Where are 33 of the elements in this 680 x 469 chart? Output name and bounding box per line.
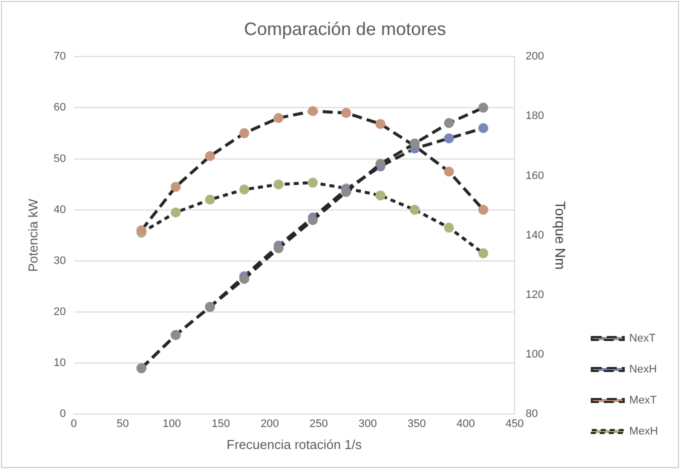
- x-tick-label: 400: [456, 418, 475, 430]
- legend-label: NexH: [629, 364, 657, 376]
- y-tick-label: 70: [54, 50, 66, 63]
- x-tick-label: 50: [116, 418, 129, 430]
- x-tick-label: 200: [260, 418, 279, 430]
- y-axis-title: Potencia kW: [25, 198, 40, 272]
- x-tick-label: 100: [162, 418, 181, 430]
- legend-label: MexH: [629, 426, 658, 438]
- x-axis-title: Frecuencia rotación 1/s: [226, 436, 362, 452]
- y2-tick-label: 140: [526, 229, 544, 242]
- y2-tick-label: 80: [526, 408, 538, 420]
- legend-label: MexT: [629, 394, 658, 407]
- y-tick-label: 10: [54, 357, 66, 370]
- x-tick-label: 0: [70, 418, 77, 430]
- x-tick-label: 350: [407, 418, 426, 430]
- y2-tick-label: 160: [526, 170, 544, 182]
- x-tick-label: 300: [358, 418, 377, 430]
- y-tick-label: 60: [54, 102, 66, 114]
- y2-tick-label: 120: [526, 289, 544, 302]
- legend-label: NexT: [629, 332, 656, 345]
- y-tick-label: 20: [54, 306, 66, 318]
- x-tick-label: 450: [505, 418, 524, 430]
- y2-tick-label: 200: [526, 50, 544, 63]
- y-tick-label: 40: [54, 204, 66, 216]
- y2-tick-label: 100: [526, 348, 544, 361]
- y2-tick-label: 180: [526, 110, 544, 122]
- x-tick-label: 150: [212, 418, 230, 430]
- y-tick-label: 0: [60, 408, 66, 420]
- y-tick-label: 50: [54, 152, 66, 165]
- chart-title: Comparación de motores: [244, 18, 446, 39]
- y-tick-label: 30: [54, 254, 66, 267]
- y2-axis-title: Torque Nm: [552, 201, 569, 270]
- x-tick-label: 250: [310, 418, 328, 430]
